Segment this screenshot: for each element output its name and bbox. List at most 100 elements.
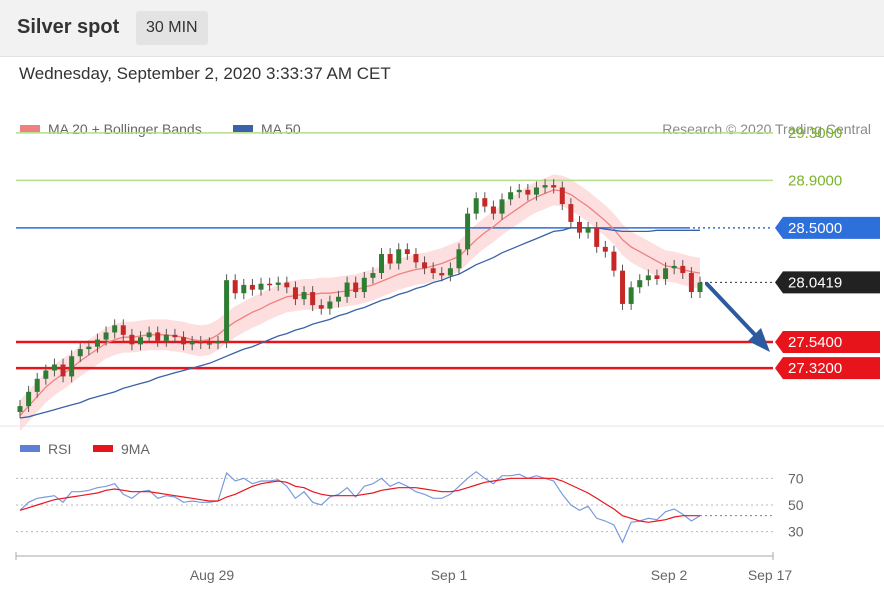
candle (620, 264, 626, 310)
level-label: 27.3200 (788, 360, 842, 377)
candle (181, 331, 187, 351)
candle (559, 181, 565, 211)
candle (576, 216, 582, 239)
candle (654, 269, 660, 285)
rsi-gridlines: 70 50 30 (16, 470, 804, 540)
candle (594, 221, 600, 253)
level-label: 27.5400 (788, 334, 842, 351)
candle (43, 364, 49, 385)
level-label: 28.5000 (788, 220, 842, 237)
time-tick-label: Sep 2 (651, 567, 688, 583)
candle (439, 267, 445, 282)
candle (413, 248, 419, 269)
legend-label-rsi: RSI (48, 441, 71, 457)
candle (215, 336, 221, 350)
candle (232, 274, 238, 300)
candle (335, 290, 341, 308)
rsi-tick-label: 50 (788, 497, 804, 513)
level-tag (775, 271, 880, 294)
level-tag (775, 216, 880, 239)
rsi-lines-group (19, 470, 773, 544)
candle (585, 221, 591, 239)
legend-swatch-rsi (20, 445, 40, 452)
candle (396, 243, 402, 270)
rsi-tick-label: 30 (788, 524, 804, 540)
candle (525, 183, 531, 201)
candle (258, 277, 264, 296)
candle (189, 336, 195, 351)
legend-label-ma50: MA 50 (261, 121, 301, 137)
candle (86, 340, 92, 356)
candle (94, 333, 100, 353)
candle (206, 337, 212, 350)
level-tag (775, 330, 880, 353)
candle (361, 271, 367, 298)
candle (120, 319, 126, 341)
candle (344, 276, 350, 303)
candle (568, 198, 574, 228)
level-label: 28.9000 (788, 172, 842, 189)
legend-label-ma20: MA 20 + Bollinger Bands (48, 121, 202, 137)
candle (473, 192, 479, 220)
candle (430, 262, 436, 279)
candle (637, 274, 643, 294)
bollinger-band (20, 174, 700, 432)
candles-group (17, 179, 703, 418)
candle (645, 269, 651, 287)
candle (353, 276, 359, 298)
candle (301, 286, 307, 306)
candle (77, 343, 83, 363)
legend-swatch-9ma (93, 445, 113, 452)
candle (327, 295, 333, 315)
rsi-line (19, 470, 701, 544)
candle (224, 274, 230, 348)
candle (680, 259, 686, 279)
candle (516, 183, 522, 199)
rsi-ma9-line (19, 477, 700, 523)
candle (533, 181, 539, 201)
instrument-title: Silver spot (17, 16, 120, 38)
level-label: 29.3000 (788, 125, 842, 142)
legend-label-9ma: 9MA (121, 441, 150, 457)
candle (60, 358, 66, 383)
candle (447, 262, 453, 282)
candle (103, 326, 109, 346)
candle (611, 245, 617, 277)
rsi-tick-label: 70 (788, 470, 804, 486)
candle (26, 385, 32, 413)
header-bar: Silver spot 30 MIN (0, 0, 884, 57)
candle (292, 281, 298, 306)
level-tags-group: 29.3000 28.9000 28.5000 28.0419 27.5400 27.32… (775, 125, 880, 380)
candle (146, 326, 152, 344)
candle (697, 276, 703, 298)
candle (129, 328, 135, 351)
candle (112, 319, 118, 339)
candle (138, 331, 144, 351)
candle (404, 243, 410, 260)
legend-swatch-ma20 (20, 125, 40, 132)
projection-arrow (705, 282, 770, 352)
candle (172, 328, 178, 344)
candle (310, 286, 316, 312)
candle (387, 248, 393, 270)
chart-datetime: Wednesday, September 2, 2020 3:33:37 AM … (19, 64, 391, 83)
candle (482, 192, 488, 213)
candle (422, 256, 428, 275)
candle (34, 372, 40, 398)
candle (663, 262, 669, 285)
level-label: 28.0419 (788, 274, 842, 291)
candle (370, 267, 376, 284)
candle (465, 207, 471, 256)
candle (671, 259, 677, 275)
interval-button[interactable]: 30 MIN (136, 11, 208, 45)
candle (318, 299, 324, 315)
candle (249, 278, 255, 296)
candle (379, 248, 385, 279)
candle (198, 336, 204, 350)
candle (69, 350, 75, 383)
time-tick-label: Sep 1 (431, 567, 468, 583)
bollinger-band-group (20, 174, 700, 432)
time-tick-label: Aug 29 (190, 567, 235, 583)
level-tag (775, 357, 880, 380)
candle (499, 193, 505, 220)
